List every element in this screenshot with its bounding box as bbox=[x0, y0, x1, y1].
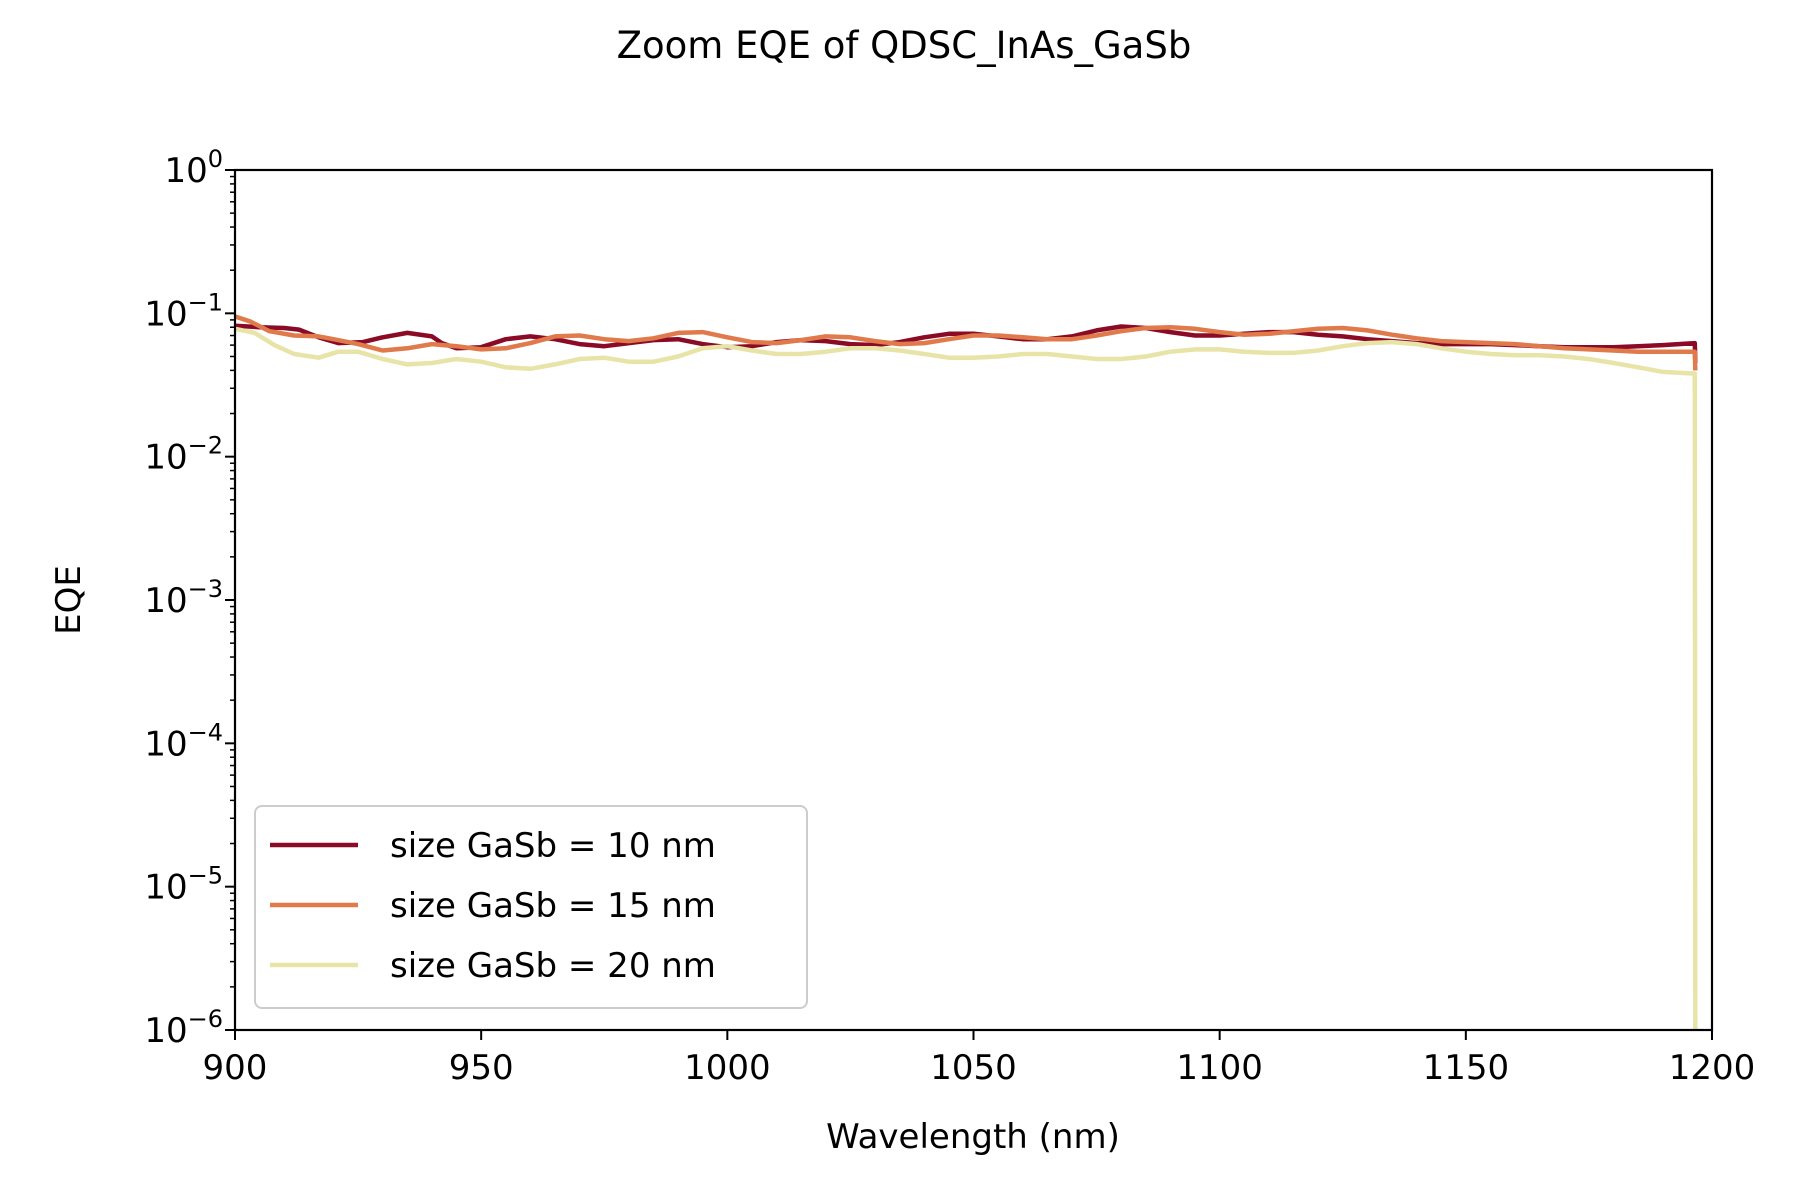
x-tick-label: 1000 bbox=[684, 1048, 771, 1088]
legend-box bbox=[254, 805, 808, 1009]
legend-label-1: size GaSb = 10 nm bbox=[390, 826, 716, 866]
y-axis-label: EQE bbox=[49, 565, 89, 635]
series-line-3 bbox=[234, 326, 1698, 1031]
y-tick-label: 10−5 bbox=[144, 862, 223, 908]
legend-label-3: size GaSb = 20 nm bbox=[390, 946, 716, 986]
y-tick-label: 10−1 bbox=[144, 288, 223, 334]
x-tick-label: 1050 bbox=[930, 1048, 1017, 1088]
y-axis-ticks: 100 10−1 10−2 10−3 10−4 10−5 10−6 bbox=[144, 145, 235, 1051]
series-line-2 bbox=[234, 314, 1698, 371]
x-tick-label: 900 bbox=[203, 1048, 268, 1088]
y-tick-label: 10−3 bbox=[144, 575, 223, 621]
x-tick-label: 1200 bbox=[1669, 1048, 1756, 1088]
chart-title: Zoom EQE of QDSC_InAs_GaSb bbox=[617, 24, 1192, 67]
x-tick-label: 950 bbox=[449, 1048, 514, 1088]
x-axis-ticks: 900 950 1000 1050 1100 1150 1200 bbox=[203, 1030, 1756, 1088]
y-tick-label: 100 bbox=[164, 145, 223, 191]
y-tick-label: 10−6 bbox=[144, 1005, 223, 1051]
y-tick-label: 10−4 bbox=[144, 718, 223, 764]
legend: size GaSb = 10 nm size GaSb = 15 nm size G… bbox=[254, 805, 808, 1009]
plot-frame bbox=[233, 168, 1714, 1032]
y-tick-label: 10−2 bbox=[144, 432, 223, 478]
legend-entries: size GaSb = 10 nm size GaSb = 15 nm size G… bbox=[270, 826, 716, 986]
legend-label-2: size GaSb = 15 nm bbox=[390, 886, 716, 926]
series-layer bbox=[234, 314, 1698, 1031]
x-axis-label: Wavelength (nm) bbox=[826, 1117, 1120, 1157]
x-tick-label: 1100 bbox=[1176, 1048, 1263, 1088]
x-tick-label: 1150 bbox=[1423, 1048, 1510, 1088]
